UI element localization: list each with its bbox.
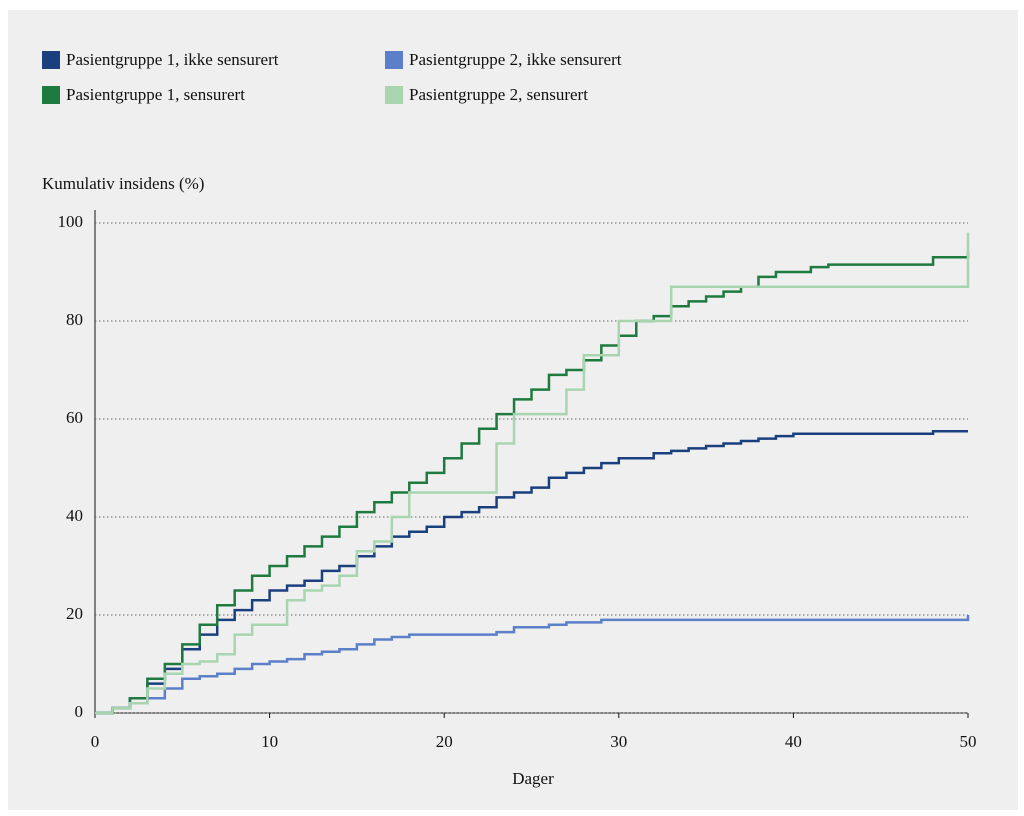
legend-label: Pasientgruppe 2, sensurert (409, 85, 588, 104)
y-tick-label: 60 (66, 408, 83, 427)
y-tick-label: 0 (75, 702, 84, 721)
x-tick-label: 50 (960, 732, 977, 751)
series-line (95, 430, 968, 715)
x-tick-label: 30 (610, 732, 627, 751)
y-tick-label: 20 (66, 604, 83, 623)
y-axis-label: Kumulativ insidens (%) (42, 174, 204, 193)
x-tick-label: 20 (436, 732, 453, 751)
x-tick-label: 0 (91, 732, 100, 751)
x-tick-label: 40 (785, 732, 802, 751)
series-line (95, 232, 970, 715)
x-tick-label: 10 (261, 732, 278, 751)
series-line (95, 615, 970, 715)
legend-label: Pasientgruppe 1, ikke sensurert (66, 50, 279, 69)
legend-label: Pasientgruppe 2, ikke sensurert (409, 50, 622, 69)
series-line (95, 252, 970, 715)
legend-swatch (385, 51, 403, 69)
legend-swatch (42, 51, 60, 69)
legend-swatch (42, 86, 60, 104)
legend-label: Pasientgruppe 1, sensurert (66, 85, 245, 104)
x-axis-label: Dager (512, 769, 554, 788)
legend-swatch (385, 86, 403, 104)
y-tick-label: 40 (66, 506, 83, 525)
y-tick-label: 100 (58, 212, 84, 231)
y-tick-label: 80 (66, 310, 83, 329)
